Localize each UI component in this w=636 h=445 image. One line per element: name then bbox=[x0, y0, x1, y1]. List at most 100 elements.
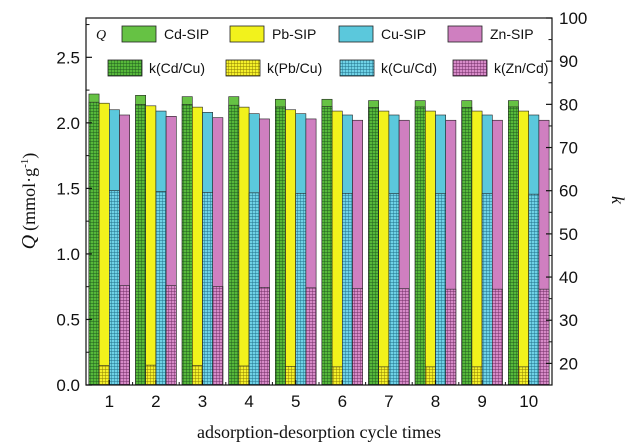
right-tick-label: 40 bbox=[559, 268, 578, 287]
x-tick-label: 5 bbox=[291, 392, 300, 411]
x-tick-label: 9 bbox=[477, 392, 486, 411]
bar-k-cu-cd-cycle-8 bbox=[435, 193, 446, 386]
bar-pb-sip-cycle-6 bbox=[331, 110, 343, 386]
left-axis-title: Q (mmol·g-1) bbox=[18, 153, 40, 250]
legend-swatch-k-pb-cu bbox=[225, 59, 261, 77]
left-tick-label: 0.5 bbox=[56, 310, 80, 329]
bar-k-zn-cd-cycle-10 bbox=[538, 288, 550, 386]
bar-pb-sip-cycle-2 bbox=[145, 105, 157, 386]
left-tick-label: 1.5 bbox=[56, 179, 80, 198]
x-axis-ticks: 1 2 3 4 5 6 7 8 9 10 bbox=[85, 380, 553, 411]
bar-k-pb-cu-cycle-2 bbox=[145, 364, 157, 386]
left-tick-label: 1.0 bbox=[56, 245, 80, 264]
x-tick-label: 1 bbox=[105, 392, 114, 411]
legend-swatch-cu-sip bbox=[338, 25, 374, 43]
legend-q-label: Q bbox=[96, 28, 106, 43]
bar-k-cu-cd-cycle-7 bbox=[388, 193, 400, 386]
x-tick-label: 7 bbox=[384, 392, 393, 411]
right-tick-label: 30 bbox=[559, 311, 578, 330]
right-tick-label: 70 bbox=[559, 139, 578, 158]
bar-k-pb-cu-cycle-5 bbox=[285, 366, 296, 386]
legend-label-zn-sip: Zn-SIP bbox=[490, 26, 534, 42]
bar-k-pb-cu-cycle-4 bbox=[238, 365, 250, 386]
bar-pb-sip-cycle-5 bbox=[285, 109, 296, 386]
bar-k-cd-cu-cycle-8 bbox=[414, 106, 426, 386]
x-tick-label: 2 bbox=[151, 392, 160, 411]
bar-k-zn-cd-cycle-8 bbox=[445, 288, 457, 386]
bar-layer bbox=[88, 93, 550, 386]
bar-k-cd-cu-cycle-6 bbox=[321, 106, 333, 386]
x-tick-label: 8 bbox=[431, 392, 440, 411]
left-axis-title-close: ) bbox=[19, 153, 40, 159]
bar-k-cd-cu-cycle-7 bbox=[368, 107, 379, 386]
bar-k-pb-cu-cycle-7 bbox=[378, 366, 390, 386]
legend-label-k-cu-cd: k(Cu/Cd) bbox=[381, 60, 437, 76]
bar-k-pb-cu-cycle-10 bbox=[518, 366, 529, 386]
left-axis-title-unit: (mmol·g bbox=[19, 168, 40, 231]
legend-label-pb-sip: Pb-SIP bbox=[272, 26, 316, 42]
legend-swatch-k-zn-cd bbox=[452, 59, 488, 77]
bar-k-zn-cd-cycle-5 bbox=[305, 287, 317, 386]
bar-k-pb-cu-cycle-1 bbox=[98, 365, 110, 386]
legend-label-cu-sip: Cu-SIP bbox=[381, 26, 426, 42]
left-tick-label: 0.0 bbox=[56, 376, 80, 395]
bar-k-cd-cu-cycle-3 bbox=[181, 104, 193, 386]
right-tick-label: 90 bbox=[559, 52, 578, 71]
legend-label-k-zn-cd: k(Zn/Cd) bbox=[494, 60, 548, 76]
bar-pb-sip-cycle-7 bbox=[378, 110, 390, 386]
legend-swatch-cd-sip bbox=[121, 25, 157, 43]
right-tick-label: 100 bbox=[559, 9, 587, 28]
legend-label-cd-sip: Cd-SIP bbox=[164, 26, 209, 42]
bar-k-cd-cu-cycle-9 bbox=[461, 107, 473, 386]
left-axis-title-sup: -1 bbox=[19, 159, 31, 168]
bar-k-cu-cd-cycle-1 bbox=[109, 190, 120, 386]
right-axis-ticks: 20 30 40 50 60 70 80 90 100 bbox=[546, 9, 587, 386]
legend-label-k-pb-cu: k(Pb/Cu) bbox=[267, 60, 322, 76]
bar-k-cd-cu-cycle-2 bbox=[135, 104, 146, 386]
legend: Q Cd-SIP Pb-SIP Cu-SIP Zn-SIP k(Cd/Cu) k(Pb/Cu… bbox=[96, 25, 548, 77]
x-tick-label: 4 bbox=[244, 392, 253, 411]
left-axis-title-symbol: Q bbox=[18, 234, 40, 249]
bar-k-cu-cd-cycle-2 bbox=[155, 191, 167, 386]
legend-swatch-k-cd-cu bbox=[107, 59, 143, 77]
bar-k-cd-cu-cycle-4 bbox=[228, 104, 240, 386]
bar-k-cu-cd-cycle-6 bbox=[341, 193, 353, 386]
legend-swatch-zn-sip bbox=[447, 25, 483, 43]
left-tick-label: 2.0 bbox=[56, 114, 80, 133]
bar-pb-sip-cycle-9 bbox=[471, 110, 483, 386]
bar-k-zn-cd-cycle-9 bbox=[491, 288, 503, 386]
x-tick-label: 6 bbox=[338, 392, 347, 411]
bar-k-cu-cd-cycle-3 bbox=[202, 192, 213, 386]
bar-k-pb-cu-cycle-6 bbox=[331, 366, 343, 386]
bar-pb-sip-cycle-10 bbox=[518, 110, 529, 386]
bar-k-cd-cu-cycle-5 bbox=[274, 106, 286, 386]
bar-pb-sip-cycle-4 bbox=[238, 106, 250, 386]
bar-k-zn-cd-cycle-1 bbox=[119, 285, 130, 386]
x-tick-label: 3 bbox=[198, 392, 207, 411]
bar-k-pb-cu-cycle-9 bbox=[471, 366, 483, 386]
left-axis-ticks: 0.0 0.5 1.0 1.5 2.0 2.5 bbox=[56, 24, 92, 395]
bar-k-zn-cd-cycle-6 bbox=[352, 288, 363, 386]
right-tick-label: 80 bbox=[559, 95, 578, 114]
bar-k-zn-cd-cycle-4 bbox=[258, 287, 270, 386]
x-axis-title: adsorption-desorption cycle times bbox=[197, 422, 441, 442]
bar-k-zn-cd-cycle-7 bbox=[398, 288, 410, 386]
bar-k-pb-cu-cycle-3 bbox=[192, 365, 203, 386]
bar-k-zn-cd-cycle-3 bbox=[212, 286, 224, 386]
bar-k-zn-cd-cycle-2 bbox=[165, 285, 177, 386]
bar-k-cd-cu-cycle-1 bbox=[88, 101, 100, 386]
x-tick-label: 10 bbox=[519, 392, 538, 411]
bar-k-cu-cd-cycle-5 bbox=[295, 193, 307, 386]
bar-k-cu-cd-cycle-10 bbox=[528, 193, 540, 386]
legend-swatch-k-cu-cd bbox=[339, 59, 375, 77]
bar-k-cd-cu-cycle-10 bbox=[507, 106, 519, 386]
bar-k-cu-cd-cycle-4 bbox=[248, 192, 260, 386]
left-tick-label: 2.5 bbox=[56, 48, 80, 67]
right-tick-label: 60 bbox=[559, 182, 578, 201]
bar-pb-sip-cycle-8 bbox=[424, 110, 436, 386]
bar-pb-sip-cycle-1 bbox=[98, 102, 110, 386]
right-axis-title: k bbox=[608, 196, 628, 205]
bar-k-pb-cu-cycle-8 bbox=[424, 366, 436, 386]
bar-pb-sip-cycle-3 bbox=[192, 106, 203, 386]
